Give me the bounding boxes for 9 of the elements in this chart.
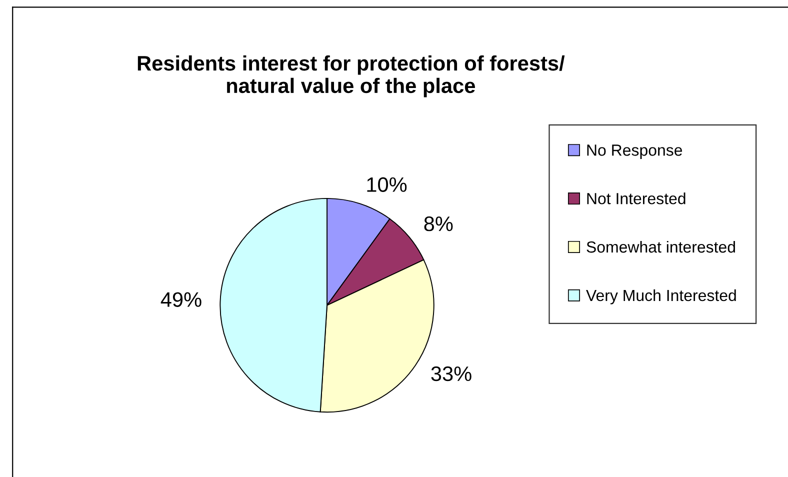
data-label: 33% bbox=[431, 366, 472, 382]
data-label: 49% bbox=[160, 292, 202, 307]
legend-label: Somewhat interested bbox=[586, 240, 735, 253]
data-label: 8% bbox=[424, 216, 453, 232]
chart-title: Residents interest for protection of forests/ natural value of the place bbox=[138, 55, 565, 98]
legend-label: Very Much Interested bbox=[586, 289, 736, 304]
legend-label: No Response bbox=[587, 144, 682, 159]
data-label: 10% bbox=[367, 177, 407, 192]
legend-label: Not Interested bbox=[587, 192, 686, 204]
